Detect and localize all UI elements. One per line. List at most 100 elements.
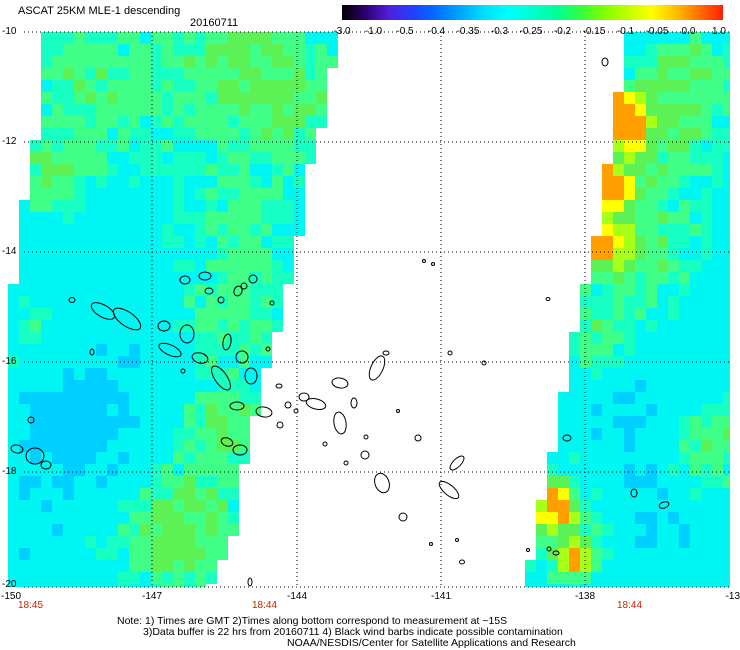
wind-cell — [140, 104, 151, 116]
wind-cell — [723, 272, 730, 284]
wind-cell — [547, 548, 558, 560]
wind-cell — [184, 164, 195, 176]
wind-cell — [624, 548, 635, 560]
wind-cell — [162, 140, 173, 152]
wind-cell — [85, 80, 96, 92]
wind-cell — [690, 332, 701, 344]
wind-cell — [63, 344, 74, 356]
wind-cell — [85, 308, 96, 320]
wind-cell — [668, 332, 679, 344]
wind-cell — [591, 524, 602, 536]
wind-cell — [679, 320, 690, 332]
wind-cell — [8, 536, 19, 548]
wind-cell — [41, 428, 52, 440]
wind-cell — [239, 56, 250, 68]
wind-cell — [646, 212, 657, 224]
wind-cell — [151, 524, 162, 536]
wind-cell — [701, 500, 712, 512]
wind-cell — [239, 152, 250, 164]
wind-cell — [613, 128, 624, 140]
wind-cell — [151, 368, 162, 380]
longitude-label: -147 — [141, 591, 163, 602]
wind-cell — [162, 188, 173, 200]
wind-cell — [690, 308, 701, 320]
wind-cell — [41, 548, 52, 560]
wind-cell — [712, 464, 723, 476]
wind-cell — [19, 404, 30, 416]
wind-cell — [118, 152, 129, 164]
wind-cell — [63, 188, 74, 200]
island-outline — [438, 480, 460, 500]
wind-cell — [228, 476, 239, 488]
wind-cell — [151, 116, 162, 128]
wind-cell — [591, 392, 602, 404]
wind-cell — [206, 332, 217, 344]
wind-cell — [712, 548, 723, 560]
wind-cell — [272, 68, 283, 80]
wind-cell — [217, 260, 228, 272]
wind-cell — [580, 320, 591, 332]
wind-cell — [228, 56, 239, 68]
wind-cell — [558, 560, 569, 572]
wind-cell — [74, 392, 85, 404]
wind-cell — [8, 356, 19, 368]
wind-cell — [63, 284, 74, 296]
wind-cell — [206, 92, 217, 104]
wind-cell — [701, 380, 712, 392]
wind-cell — [30, 236, 41, 248]
wind-cell — [591, 260, 602, 272]
wind-cell — [52, 224, 63, 236]
wind-cell — [19, 428, 30, 440]
wind-cell — [624, 92, 635, 104]
wind-cell — [613, 440, 624, 452]
colorbar-tick-label: -0.25 — [519, 26, 543, 37]
wind-cell — [206, 548, 217, 560]
longitude-label: -141 — [430, 591, 452, 602]
wind-cell — [74, 404, 85, 416]
wind-cell — [85, 164, 96, 176]
island-outline — [269, 300, 275, 306]
wind-cell — [690, 524, 701, 536]
wind-cell — [679, 116, 690, 128]
wind-cell — [184, 368, 195, 380]
wind-cell — [151, 536, 162, 548]
wind-cells — [8, 32, 730, 587]
wind-cell — [690, 404, 701, 416]
wind-cell — [613, 464, 624, 476]
wind-cell — [701, 452, 712, 464]
wind-cell — [52, 584, 63, 587]
wind-cell — [723, 428, 730, 440]
wind-cell — [294, 116, 305, 128]
wind-cell — [723, 560, 730, 572]
wind-cell — [173, 32, 184, 44]
wind-cell — [118, 488, 129, 500]
wind-cell — [30, 248, 41, 260]
wind-cell — [701, 236, 712, 248]
wind-cell — [723, 380, 730, 392]
wind-cell — [8, 500, 19, 512]
island-outline — [298, 392, 310, 402]
wind-cell — [679, 308, 690, 320]
wind-cell — [294, 44, 305, 56]
wind-cell — [85, 404, 96, 416]
wind-cell — [723, 344, 730, 356]
wind-cell — [679, 368, 690, 380]
wind-cell — [19, 452, 30, 464]
wind-cell — [19, 536, 30, 548]
wind-cell — [118, 320, 129, 332]
wind-cell — [646, 176, 657, 188]
wind-cell — [129, 260, 140, 272]
wind-cell — [140, 32, 151, 44]
wind-cell — [129, 104, 140, 116]
wind-cell — [602, 296, 613, 308]
wind-cell — [712, 92, 723, 104]
wind-cell — [272, 248, 283, 260]
wind-cell — [63, 140, 74, 152]
island-outline — [343, 460, 349, 466]
wind-cell — [635, 572, 646, 584]
wind-cell — [690, 512, 701, 524]
wind-cell — [701, 392, 712, 404]
wind-cell — [690, 272, 701, 284]
wind-cell — [8, 548, 19, 560]
wind-cell — [613, 152, 624, 164]
